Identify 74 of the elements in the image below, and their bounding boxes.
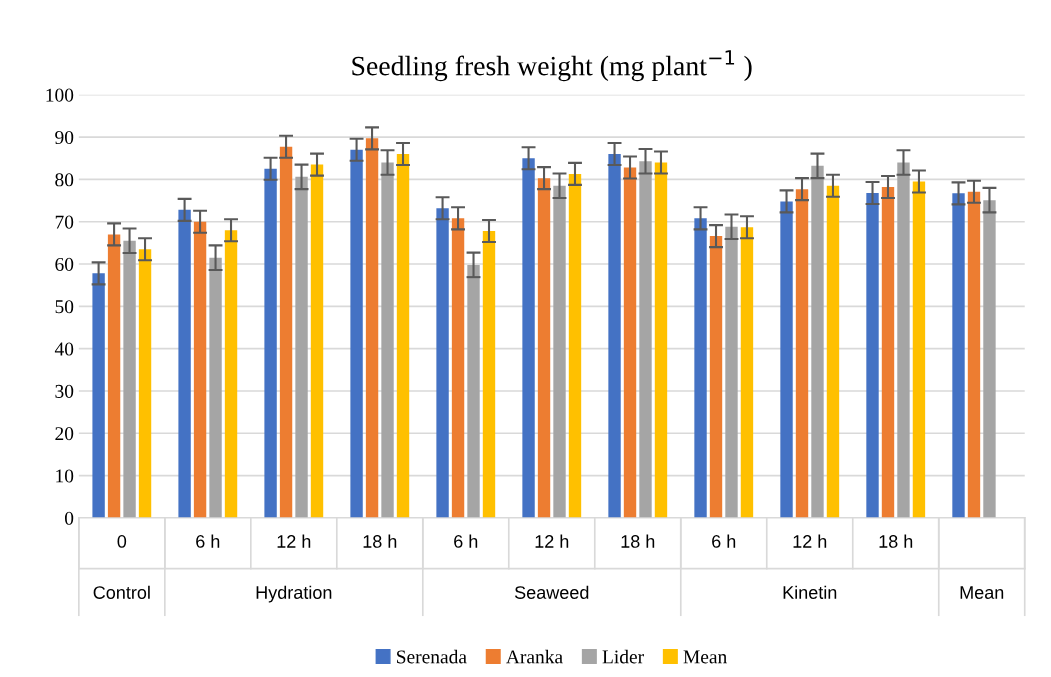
bar bbox=[881, 187, 895, 518]
bar bbox=[295, 176, 308, 518]
bar bbox=[310, 164, 324, 518]
y-tick-label: 0 bbox=[64, 511, 74, 525]
legend-label: Lider bbox=[602, 649, 644, 664]
bar bbox=[795, 189, 809, 518]
bar bbox=[709, 236, 723, 518]
bar bbox=[92, 273, 105, 518]
bar bbox=[482, 231, 496, 518]
y-tick-label: 50 bbox=[55, 300, 74, 314]
bar bbox=[553, 185, 566, 518]
y-tick-label: 90 bbox=[55, 130, 74, 145]
bar bbox=[279, 146, 293, 518]
x-tick-label: 6 h bbox=[454, 534, 478, 548]
y-tick-label: 10 bbox=[56, 469, 74, 483]
bar bbox=[912, 181, 926, 518]
bar bbox=[967, 191, 981, 518]
text: Mean bbox=[960, 586, 1004, 599]
text: Seaweed bbox=[514, 585, 589, 599]
y-tick-label: 40 bbox=[54, 342, 74, 356]
y-tick-label: 60 bbox=[55, 257, 74, 271]
x-tick-label: 6 h bbox=[196, 534, 220, 548]
bar bbox=[866, 192, 879, 518]
bar bbox=[780, 201, 793, 518]
x-tick-label: 6 h bbox=[712, 534, 736, 548]
bar bbox=[209, 257, 222, 518]
text: Control bbox=[93, 585, 150, 599]
x-tick-label: 18 h bbox=[621, 534, 655, 548]
x-tick-label: 12 h bbox=[793, 534, 827, 548]
bar bbox=[107, 234, 121, 518]
bar bbox=[138, 249, 152, 518]
bar bbox=[537, 178, 551, 518]
bar bbox=[983, 200, 996, 518]
y-tick-label: 100 bbox=[46, 88, 74, 102]
x-tick-label: 18 h bbox=[363, 534, 397, 548]
bar bbox=[123, 240, 136, 518]
text: Hydration bbox=[256, 585, 332, 603]
bar bbox=[568, 173, 582, 518]
bar bbox=[740, 227, 754, 518]
bar bbox=[264, 168, 277, 518]
bar bbox=[396, 154, 410, 518]
legend-label: Mean bbox=[683, 650, 727, 664]
bar bbox=[694, 218, 707, 518]
legend-label: Serenada bbox=[397, 649, 467, 664]
bar bbox=[365, 138, 379, 518]
x-tick-label: 12 h bbox=[277, 534, 311, 548]
x-tick-label: 0 bbox=[117, 535, 127, 548]
bar bbox=[654, 162, 668, 518]
bar bbox=[826, 185, 840, 518]
bar bbox=[608, 154, 621, 518]
bar bbox=[952, 193, 965, 518]
x-tick-label: 18 h bbox=[879, 534, 913, 548]
bar bbox=[522, 158, 535, 518]
bar bbox=[725, 226, 738, 518]
bar bbox=[178, 209, 191, 518]
x-tick-label: 12 h bbox=[535, 534, 569, 548]
bar bbox=[436, 208, 449, 518]
y-tick-label: 70 bbox=[55, 215, 74, 229]
y-tick-label: 20 bbox=[55, 427, 74, 441]
bar bbox=[467, 264, 480, 518]
y-tick-label: 80 bbox=[55, 173, 74, 187]
bar bbox=[451, 218, 465, 518]
bar bbox=[897, 162, 910, 518]
bar bbox=[623, 167, 637, 518]
chart-title: Seedling fresh weight (mg plant$^{−1}$ ) bbox=[352, 50, 752, 82]
bar bbox=[224, 230, 238, 518]
bar bbox=[193, 221, 207, 518]
bar bbox=[350, 149, 363, 518]
text: Kinetin bbox=[783, 585, 837, 599]
legend-label: Aranka bbox=[506, 649, 563, 664]
bar bbox=[639, 161, 652, 518]
y-tick-label: 30 bbox=[55, 384, 74, 398]
bar bbox=[811, 165, 824, 518]
bar bbox=[381, 162, 394, 518]
